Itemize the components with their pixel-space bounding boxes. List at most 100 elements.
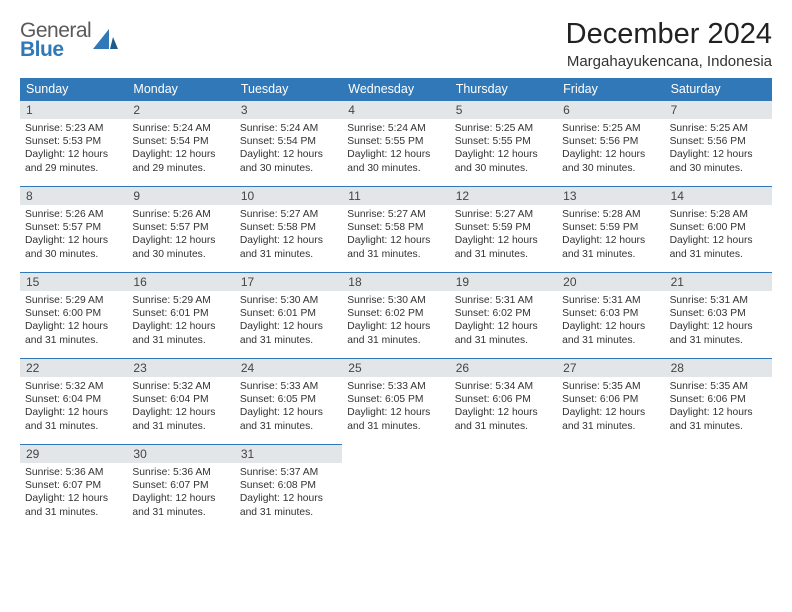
day-cell: 14Sunrise: 5:28 AMSunset: 6:00 PMDayligh… bbox=[665, 186, 772, 272]
daylight-line: Daylight: 12 hours and 30 minutes. bbox=[240, 148, 337, 174]
day-number: 14 bbox=[665, 187, 772, 205]
day-cell: 15Sunrise: 5:29 AMSunset: 6:00 PMDayligh… bbox=[20, 272, 127, 358]
sunrise-line: Sunrise: 5:31 AM bbox=[670, 294, 767, 307]
daylight-line: Daylight: 12 hours and 31 minutes. bbox=[670, 234, 767, 260]
day-header: Friday bbox=[557, 78, 664, 100]
day-body: Sunrise: 5:25 AMSunset: 5:56 PMDaylight:… bbox=[557, 119, 664, 180]
daylight-line: Daylight: 12 hours and 31 minutes. bbox=[240, 320, 337, 346]
sunset-line: Sunset: 6:05 PM bbox=[240, 393, 337, 406]
sunset-line: Sunset: 6:06 PM bbox=[455, 393, 552, 406]
day-cell: 7Sunrise: 5:25 AMSunset: 5:56 PMDaylight… bbox=[665, 100, 772, 186]
sunset-line: Sunset: 6:07 PM bbox=[25, 479, 122, 492]
sunset-line: Sunset: 6:02 PM bbox=[455, 307, 552, 320]
sunrise-line: Sunrise: 5:23 AM bbox=[25, 122, 122, 135]
day-number: 27 bbox=[557, 359, 664, 377]
sunrise-line: Sunrise: 5:36 AM bbox=[25, 466, 122, 479]
week-row: 1Sunrise: 5:23 AMSunset: 5:53 PMDaylight… bbox=[20, 100, 772, 186]
day-header: Monday bbox=[127, 78, 234, 100]
day-body: Sunrise: 5:27 AMSunset: 5:59 PMDaylight:… bbox=[450, 205, 557, 266]
week-row: 15Sunrise: 5:29 AMSunset: 6:00 PMDayligh… bbox=[20, 272, 772, 358]
sunset-line: Sunset: 5:55 PM bbox=[455, 135, 552, 148]
sunrise-line: Sunrise: 5:27 AM bbox=[240, 208, 337, 221]
day-body: Sunrise: 5:25 AMSunset: 5:56 PMDaylight:… bbox=[665, 119, 772, 180]
day-header: Tuesday bbox=[235, 78, 342, 100]
sunrise-line: Sunrise: 5:30 AM bbox=[347, 294, 444, 307]
day-body: Sunrise: 5:25 AMSunset: 5:55 PMDaylight:… bbox=[450, 119, 557, 180]
day-cell: 4Sunrise: 5:24 AMSunset: 5:55 PMDaylight… bbox=[342, 100, 449, 186]
day-body: Sunrise: 5:35 AMSunset: 6:06 PMDaylight:… bbox=[665, 377, 772, 438]
day-cell: 23Sunrise: 5:32 AMSunset: 6:04 PMDayligh… bbox=[127, 358, 234, 444]
day-cell: 31Sunrise: 5:37 AMSunset: 6:08 PMDayligh… bbox=[235, 444, 342, 530]
day-number: 13 bbox=[557, 187, 664, 205]
day-body: Sunrise: 5:26 AMSunset: 5:57 PMDaylight:… bbox=[127, 205, 234, 266]
day-cell: 5Sunrise: 5:25 AMSunset: 5:55 PMDaylight… bbox=[450, 100, 557, 186]
sunset-line: Sunset: 6:06 PM bbox=[562, 393, 659, 406]
sunset-line: Sunset: 6:06 PM bbox=[670, 393, 767, 406]
sunset-line: Sunset: 5:54 PM bbox=[132, 135, 229, 148]
day-number: 23 bbox=[127, 359, 234, 377]
daylight-line: Daylight: 12 hours and 30 minutes. bbox=[670, 148, 767, 174]
day-body: Sunrise: 5:30 AMSunset: 6:01 PMDaylight:… bbox=[235, 291, 342, 352]
daylight-line: Daylight: 12 hours and 31 minutes. bbox=[347, 234, 444, 260]
day-body: Sunrise: 5:32 AMSunset: 6:04 PMDaylight:… bbox=[127, 377, 234, 438]
daylight-line: Daylight: 12 hours and 31 minutes. bbox=[132, 492, 229, 518]
sunset-line: Sunset: 6:03 PM bbox=[670, 307, 767, 320]
day-cell: 8Sunrise: 5:26 AMSunset: 5:57 PMDaylight… bbox=[20, 186, 127, 272]
day-number: 12 bbox=[450, 187, 557, 205]
day-cell: 22Sunrise: 5:32 AMSunset: 6:04 PMDayligh… bbox=[20, 358, 127, 444]
daylight-line: Daylight: 12 hours and 31 minutes. bbox=[240, 492, 337, 518]
day-number: 29 bbox=[20, 445, 127, 463]
sunrise-line: Sunrise: 5:27 AM bbox=[347, 208, 444, 221]
sunrise-line: Sunrise: 5:35 AM bbox=[562, 380, 659, 393]
day-cell: 9Sunrise: 5:26 AMSunset: 5:57 PMDaylight… bbox=[127, 186, 234, 272]
sunrise-line: Sunrise: 5:32 AM bbox=[25, 380, 122, 393]
day-cell: 17Sunrise: 5:30 AMSunset: 6:01 PMDayligh… bbox=[235, 272, 342, 358]
day-cell: 21Sunrise: 5:31 AMSunset: 6:03 PMDayligh… bbox=[665, 272, 772, 358]
sunset-line: Sunset: 5:56 PM bbox=[562, 135, 659, 148]
sunrise-line: Sunrise: 5:33 AM bbox=[347, 380, 444, 393]
daylight-line: Daylight: 12 hours and 31 minutes. bbox=[347, 406, 444, 432]
day-body: Sunrise: 5:27 AMSunset: 5:58 PMDaylight:… bbox=[342, 205, 449, 266]
sunset-line: Sunset: 5:57 PM bbox=[132, 221, 229, 234]
sunrise-line: Sunrise: 5:33 AM bbox=[240, 380, 337, 393]
day-number: 10 bbox=[235, 187, 342, 205]
day-body: Sunrise: 5:28 AMSunset: 6:00 PMDaylight:… bbox=[665, 205, 772, 266]
sunset-line: Sunset: 6:08 PM bbox=[240, 479, 337, 492]
daylight-line: Daylight: 12 hours and 31 minutes. bbox=[240, 406, 337, 432]
day-number: 11 bbox=[342, 187, 449, 205]
day-cell: 24Sunrise: 5:33 AMSunset: 6:05 PMDayligh… bbox=[235, 358, 342, 444]
sunrise-line: Sunrise: 5:32 AM bbox=[132, 380, 229, 393]
sunrise-line: Sunrise: 5:31 AM bbox=[562, 294, 659, 307]
daylight-line: Daylight: 12 hours and 30 minutes. bbox=[562, 148, 659, 174]
day-cell: 3Sunrise: 5:24 AMSunset: 5:54 PMDaylight… bbox=[235, 100, 342, 186]
day-body: Sunrise: 5:32 AMSunset: 6:04 PMDaylight:… bbox=[20, 377, 127, 438]
day-body: Sunrise: 5:37 AMSunset: 6:08 PMDaylight:… bbox=[235, 463, 342, 524]
sunset-line: Sunset: 5:58 PM bbox=[347, 221, 444, 234]
sunrise-line: Sunrise: 5:28 AM bbox=[562, 208, 659, 221]
day-body: Sunrise: 5:31 AMSunset: 6:02 PMDaylight:… bbox=[450, 291, 557, 352]
sunset-line: Sunset: 6:00 PM bbox=[25, 307, 122, 320]
daylight-line: Daylight: 12 hours and 31 minutes. bbox=[25, 492, 122, 518]
day-number: 4 bbox=[342, 101, 449, 119]
sunrise-line: Sunrise: 5:25 AM bbox=[670, 122, 767, 135]
sunrise-line: Sunrise: 5:31 AM bbox=[455, 294, 552, 307]
sunset-line: Sunset: 6:07 PM bbox=[132, 479, 229, 492]
logo-text-line2: Blue bbox=[20, 41, 91, 60]
day-number: 19 bbox=[450, 273, 557, 291]
daylight-line: Daylight: 12 hours and 30 minutes. bbox=[132, 234, 229, 260]
day-number: 25 bbox=[342, 359, 449, 377]
daylight-line: Daylight: 12 hours and 31 minutes. bbox=[455, 234, 552, 260]
sunset-line: Sunset: 6:03 PM bbox=[562, 307, 659, 320]
day-number: 7 bbox=[665, 101, 772, 119]
day-body: Sunrise: 5:29 AMSunset: 6:01 PMDaylight:… bbox=[127, 291, 234, 352]
day-body: Sunrise: 5:36 AMSunset: 6:07 PMDaylight:… bbox=[20, 463, 127, 524]
sunset-line: Sunset: 6:00 PM bbox=[670, 221, 767, 234]
sunset-line: Sunset: 5:56 PM bbox=[670, 135, 767, 148]
sunset-line: Sunset: 5:58 PM bbox=[240, 221, 337, 234]
sunset-line: Sunset: 5:59 PM bbox=[562, 221, 659, 234]
day-number: 21 bbox=[665, 273, 772, 291]
daylight-line: Daylight: 12 hours and 31 minutes. bbox=[562, 406, 659, 432]
daylight-line: Daylight: 12 hours and 31 minutes. bbox=[562, 234, 659, 260]
day-header: Wednesday bbox=[342, 78, 449, 100]
daylight-line: Daylight: 12 hours and 31 minutes. bbox=[132, 406, 229, 432]
